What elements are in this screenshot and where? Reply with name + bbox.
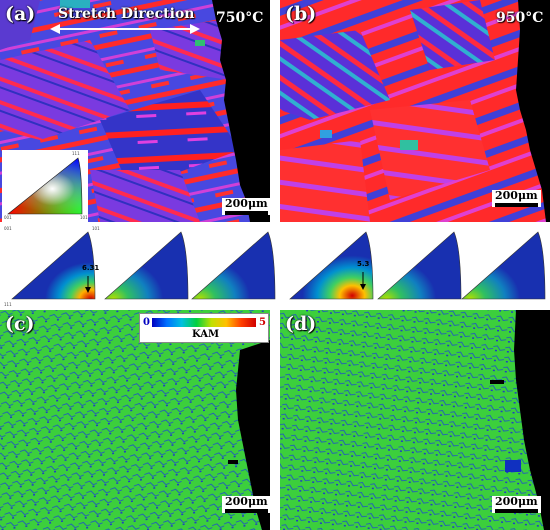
stretch-arrow (50, 23, 200, 35)
scale-text-b: 200μm (495, 189, 538, 202)
kam-map-750-image (0, 310, 270, 530)
scale-bar-b: 200μm (492, 190, 541, 207)
scale-line-a (225, 211, 268, 215)
kam-min: 0 (143, 317, 150, 328)
kam-title: KAM (192, 329, 220, 340)
stretch-direction-label: Stretch Direction (58, 6, 195, 22)
scale-bar-d: 200μm (492, 496, 541, 513)
ipf-color-key: 111 001 101 (2, 150, 88, 222)
scale-line-c (225, 509, 268, 513)
ipf-key-label-right: 101 (80, 215, 88, 220)
ipf-map-750-image (0, 0, 270, 222)
scale-line-d (495, 509, 538, 513)
temperature-label-b: 950°C (496, 10, 544, 26)
kam-map-950-image (280, 310, 550, 530)
kam-max: 5 (259, 317, 266, 328)
ipf-key-triangle (7, 157, 83, 215)
ipf-map-750: (a) 750°C Stretch Direction 200μm (0, 0, 270, 222)
scale-bar-a: 200μm (222, 198, 270, 215)
scale-text-d: 200μm (495, 495, 538, 508)
pole-figure-row: 6.31 5.3 001 101 111 (0, 224, 550, 308)
scale-text-a: 200μm (225, 197, 268, 210)
pole-max-left: 6.31 (82, 264, 100, 272)
panel-label-b: (b) (285, 3, 317, 25)
pole-label-001: 001 (4, 226, 12, 231)
panel-label-d: (d) (285, 313, 317, 335)
scale-bar-c: 200μm (222, 496, 270, 513)
temperature-label-a: 750°C (216, 10, 264, 26)
kam-map-750: (c) 200μm (0, 310, 270, 530)
ipf-map-950-image (280, 0, 550, 222)
kam-colorbar (152, 318, 256, 327)
panel-label-c: (c) (5, 313, 35, 335)
pole-label-111: 111 (4, 302, 12, 307)
scale-line-b (495, 203, 538, 207)
ipf-key-label-left: 001 (4, 215, 12, 220)
scale-text-c: 200μm (225, 495, 268, 508)
panel-label-a: (a) (5, 3, 36, 25)
ipf-key-label-top: 111 (72, 151, 80, 156)
kam-map-950: (d) 200μm (280, 310, 550, 530)
pole-label-101: 101 (92, 226, 100, 231)
pole-max-right: 5.3 (357, 260, 370, 268)
kam-legend: 0 5 KAM (139, 313, 269, 343)
ipf-map-950: (b) 950°C 200μm (280, 0, 550, 222)
pole-figure-triangles (11, 231, 546, 300)
